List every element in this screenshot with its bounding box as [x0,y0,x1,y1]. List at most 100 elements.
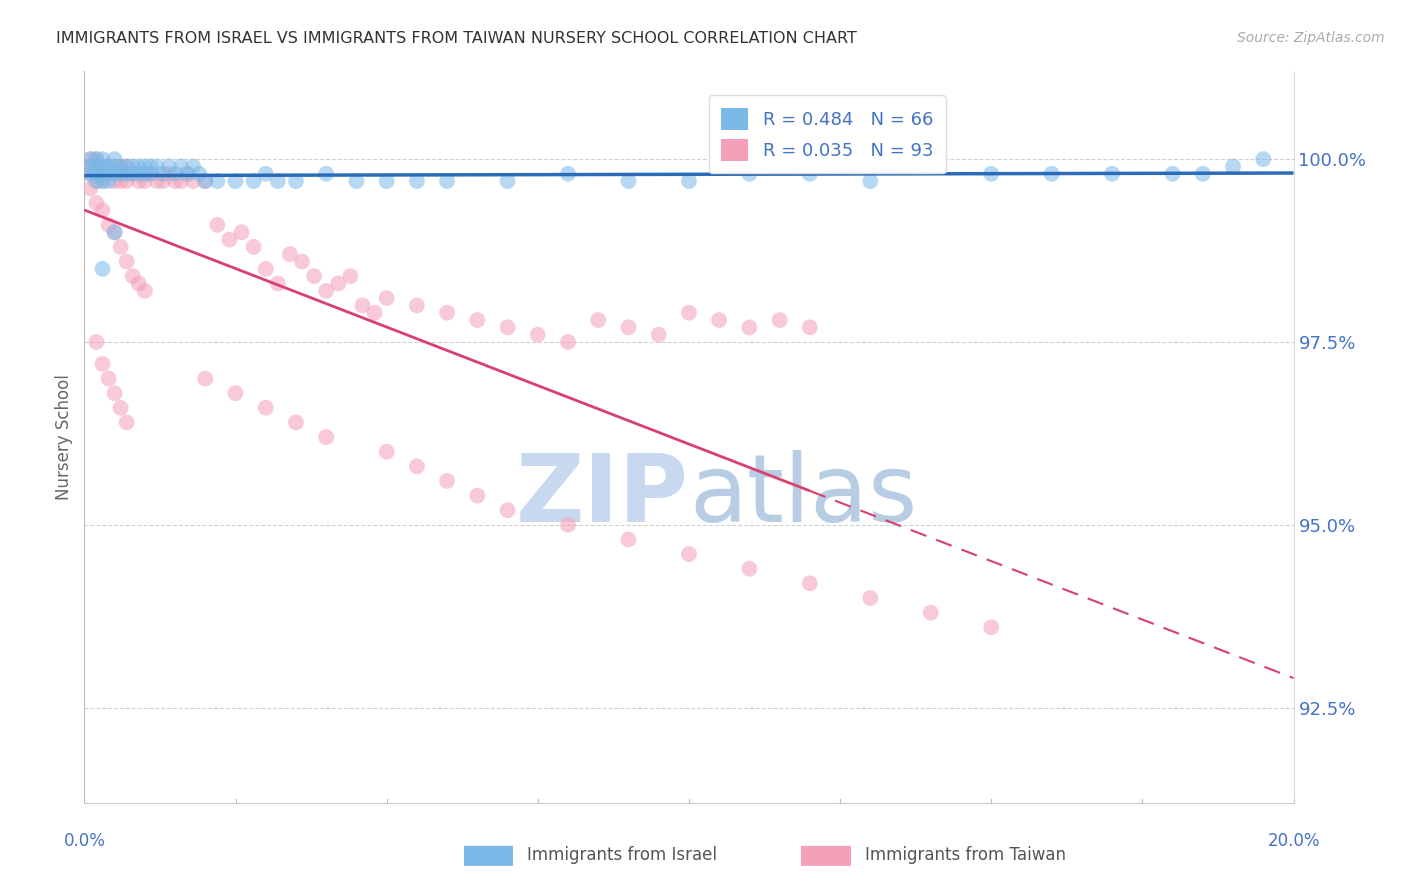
Point [181,174,204,188]
FancyBboxPatch shape [799,846,853,866]
Point [678,306,700,320]
Point [254,401,277,415]
Point [467,313,489,327]
Point [254,261,277,276]
Point [231,225,253,239]
Point [115,167,138,181]
Point [346,174,368,188]
Point [121,160,143,174]
Text: ZIP: ZIP [516,450,689,541]
Point [139,160,162,174]
Point [79,152,101,166]
Point [115,174,138,188]
Point [91,160,114,174]
Point [363,306,385,320]
Point [79,160,101,174]
Point [1253,152,1275,166]
Text: atlas: atlas [689,450,917,541]
Point [207,218,229,232]
Point [267,174,290,188]
Point [115,160,138,174]
Point [115,160,138,174]
Point [980,167,1002,181]
Point [339,269,361,284]
Point [86,152,108,166]
Point [86,160,108,174]
Point [91,357,114,371]
Point [170,160,193,174]
Point [86,174,108,188]
Point [225,386,247,401]
Point [436,306,458,320]
Point [738,167,761,181]
Point [170,174,193,188]
Point [157,167,180,181]
Point [1222,160,1244,174]
Point [302,269,325,284]
Text: IMMIGRANTS FROM ISRAEL VS IMMIGRANTS FROM TAIWAN NURSERY SCHOOL CORRELATION CHAR: IMMIGRANTS FROM ISRAEL VS IMMIGRANTS FRO… [56,31,858,46]
Point [79,167,101,181]
Point [165,174,187,188]
Point [79,160,101,174]
Point [97,371,120,385]
Point [617,320,640,334]
Point [738,320,761,334]
Point [110,401,132,415]
Point [467,489,489,503]
Point [328,277,350,291]
Point [104,225,127,239]
Point [496,174,519,188]
Text: Source: ZipAtlas.com: Source: ZipAtlas.com [1237,31,1385,45]
Point [104,152,127,166]
Point [375,291,398,305]
Point [242,174,264,188]
Point [678,174,700,188]
Point [115,416,138,430]
Point [181,160,204,174]
Point [165,167,187,181]
Point [557,517,579,532]
FancyBboxPatch shape [461,846,516,866]
Point [254,167,277,181]
Point [86,167,108,181]
Point [352,298,374,312]
Point [496,503,519,517]
Point [134,284,156,298]
Point [91,167,114,181]
Point [86,196,108,211]
Point [1101,167,1123,181]
Point [91,174,114,188]
Point [1040,167,1063,181]
Point [86,334,108,349]
Point [207,174,229,188]
Text: 0.0%: 0.0% [63,832,105,850]
Point [104,386,127,401]
Point [194,174,217,188]
Point [121,167,143,181]
Point [799,167,821,181]
Point [104,174,127,188]
Point [121,269,143,284]
Point [588,313,610,327]
Point [146,160,169,174]
Point [128,277,150,291]
Point [139,167,162,181]
Point [86,160,108,174]
Point [79,152,101,166]
Point [557,334,579,349]
Point [86,174,108,188]
Point [110,160,132,174]
Y-axis label: Nursery School: Nursery School [55,374,73,500]
Point [496,320,519,334]
Point [97,160,120,174]
Point [285,416,308,430]
Point [980,620,1002,634]
Point [315,167,337,181]
Point [375,444,398,458]
Text: Immigrants from Israel: Immigrants from Israel [527,846,717,863]
Point [1192,167,1215,181]
Point [278,247,301,261]
Point [110,174,132,188]
Point [152,174,174,188]
Point [97,167,120,181]
